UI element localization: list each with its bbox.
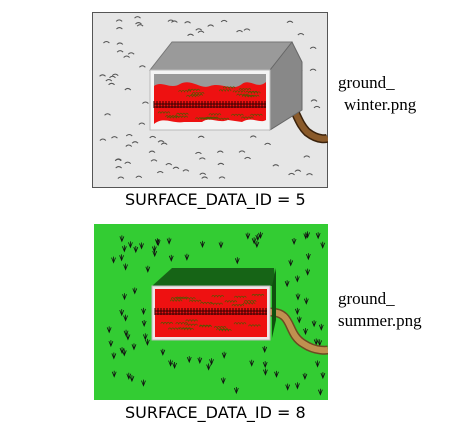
winter-filename: ground_ winter.png	[338, 72, 416, 116]
summer-filename: ground_ summer.png	[338, 288, 422, 332]
winter-filename-line1: ground_	[338, 73, 395, 92]
summer-filename-line1: ground_	[338, 289, 395, 308]
summer-filename-line2: summer.png	[338, 311, 422, 330]
winter-surface-id-label: SURFACE_DATA_ID = 5	[125, 190, 306, 209]
summer-ground-image	[94, 224, 328, 400]
winter-filename-line2: winter.png	[344, 95, 417, 114]
summer-surface-id-label: SURFACE_DATA_ID = 8	[125, 403, 306, 422]
winter-ground-image	[92, 12, 328, 188]
